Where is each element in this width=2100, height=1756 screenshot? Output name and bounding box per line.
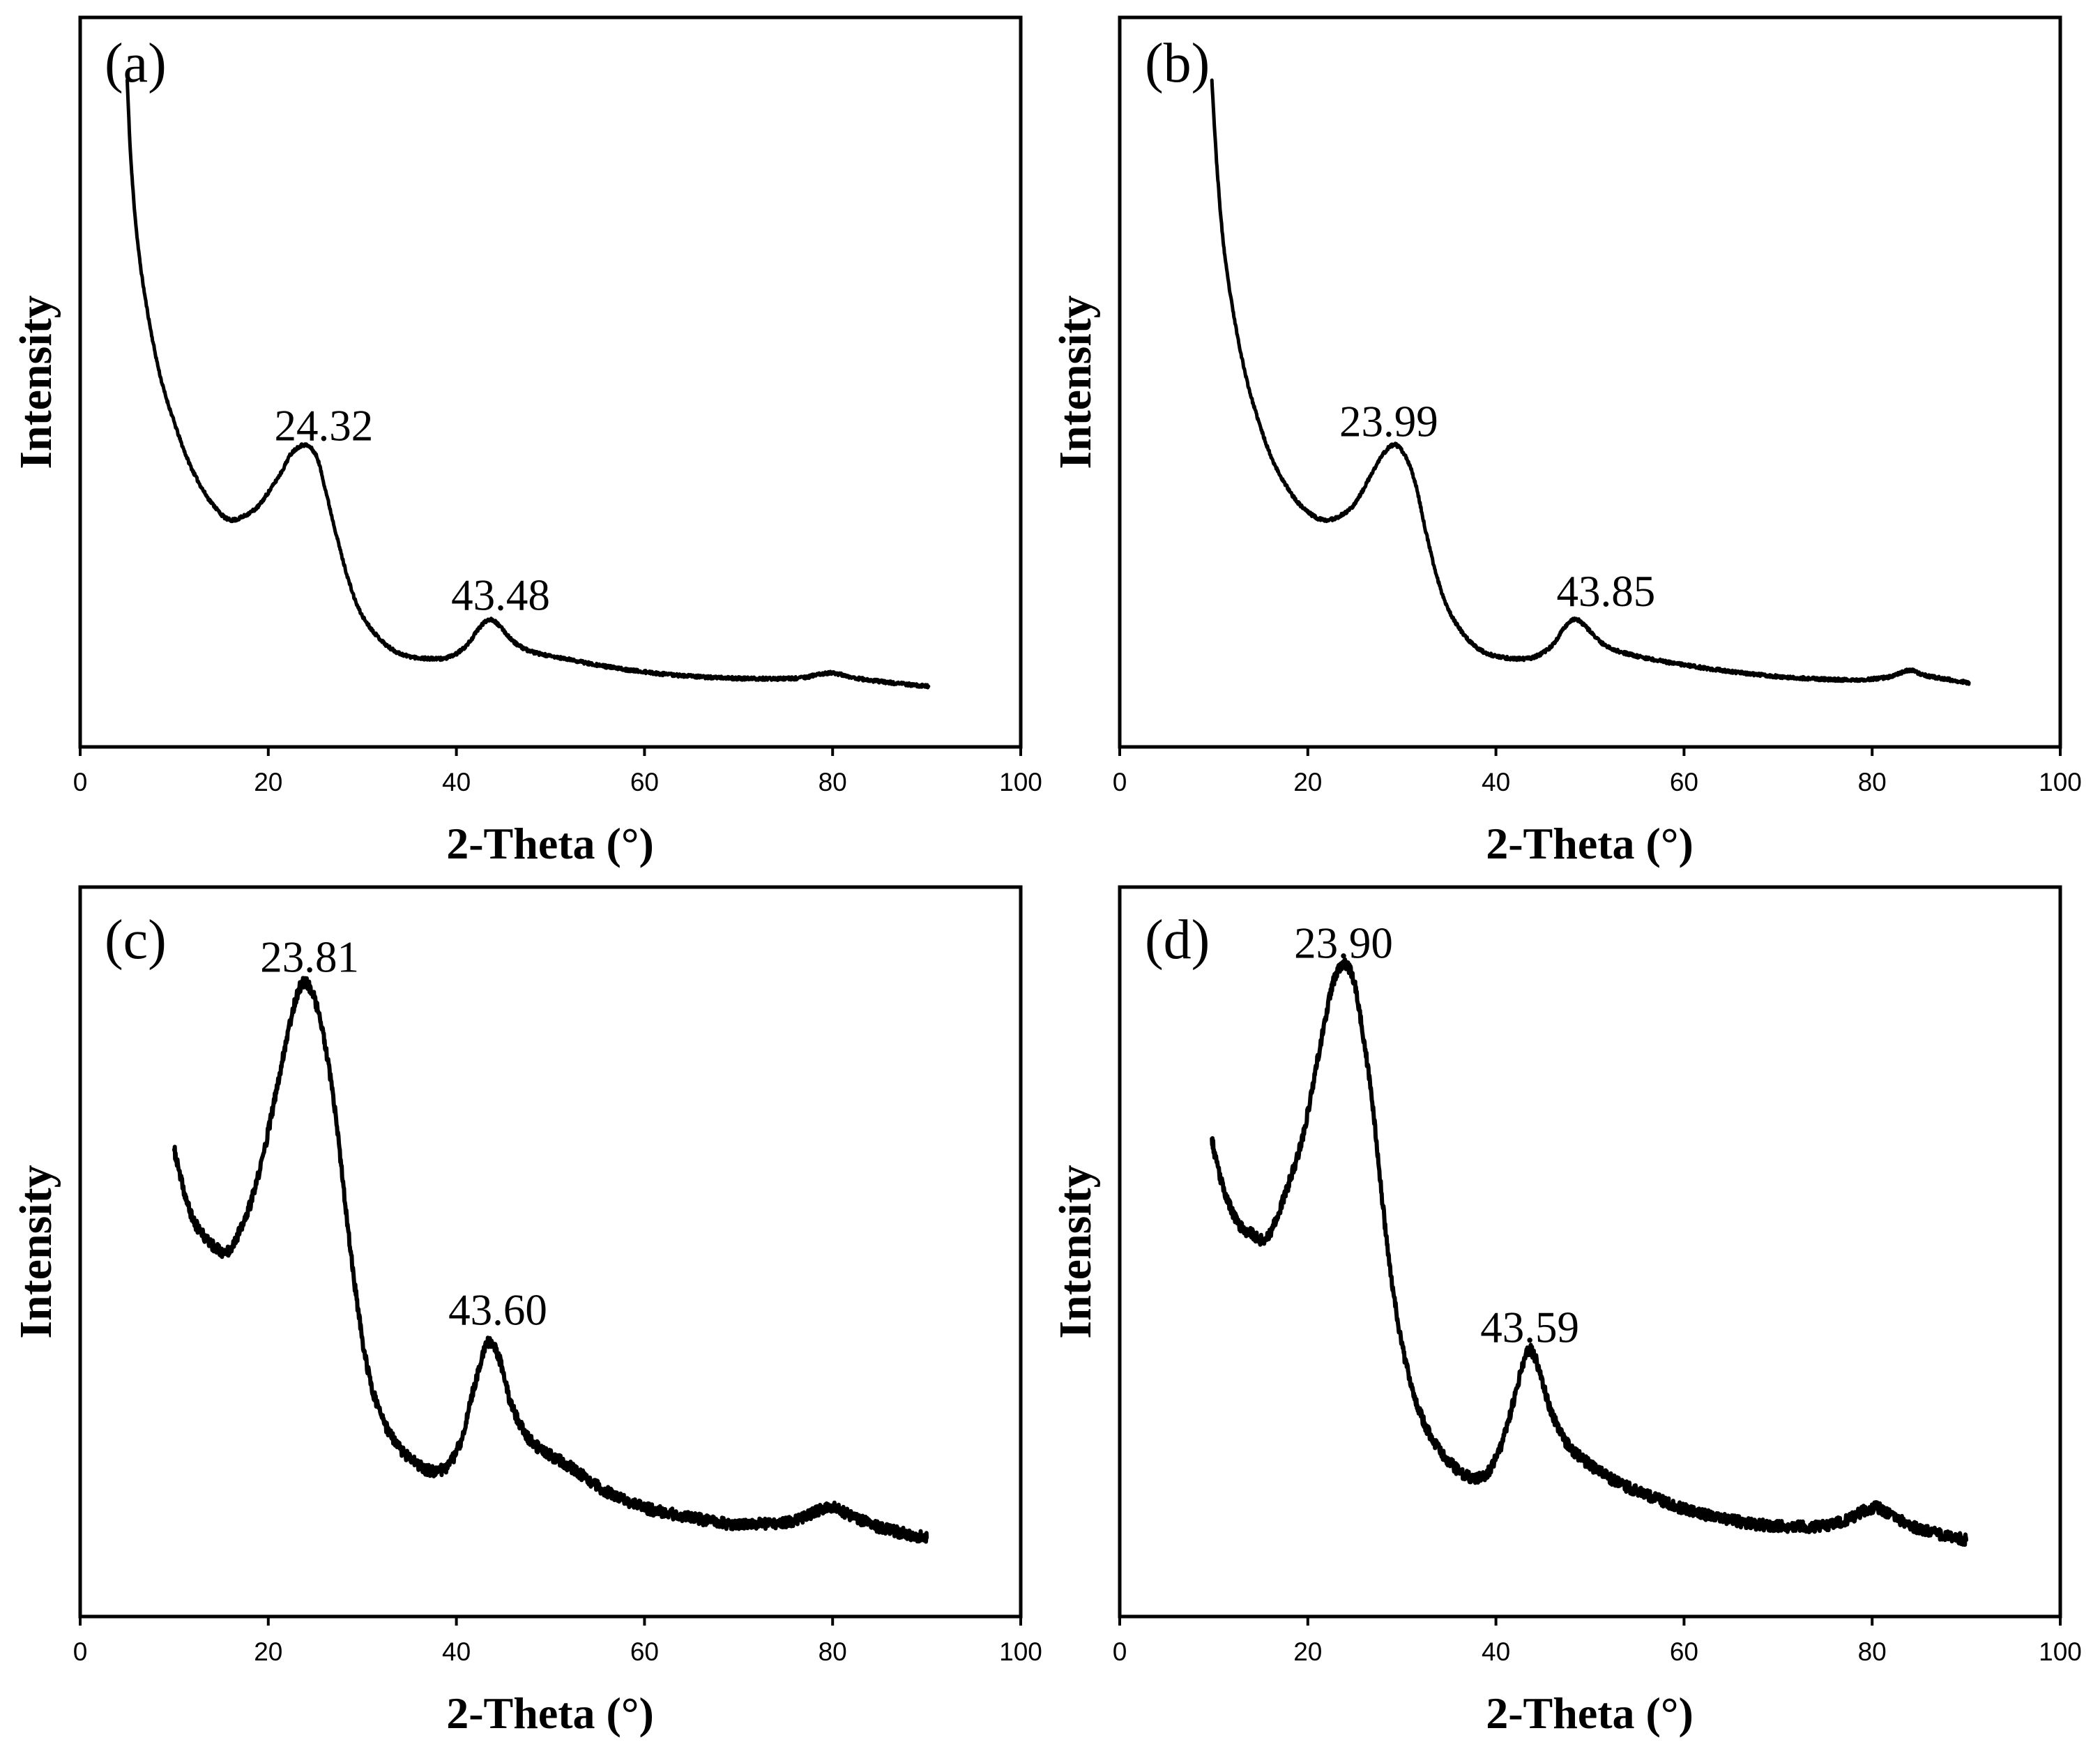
x-tick-label: 60 [630, 1637, 659, 1666]
panel-label: (c) [105, 909, 167, 971]
peak-label: 43.60 [448, 1286, 547, 1335]
x-tick-label: 20 [1293, 1637, 1322, 1666]
x-tick-label: 100 [999, 768, 1042, 796]
panel-label: (b) [1145, 33, 1210, 94]
x-tick-label: 60 [1670, 1637, 1698, 1666]
x-tick-label: 0 [73, 1637, 88, 1666]
peak-label: 24.32 [275, 402, 374, 451]
x-tick-label: 60 [630, 768, 659, 796]
x-tick-label: 40 [1482, 1637, 1510, 1666]
x-axis-label: 2-Theta (°) [446, 1688, 654, 1738]
x-tick-label: 80 [819, 768, 847, 796]
peak-annotations: 23.90 43.59 [1294, 918, 1579, 1352]
plot-frame [1118, 15, 2062, 749]
curve-layer [1210, 78, 1971, 686]
plot-frame [78, 15, 1023, 749]
x-tick-label: 40 [442, 1637, 471, 1666]
x-tick-label: 80 [819, 1637, 847, 1666]
xrd-curve [172, 976, 929, 1544]
peak-label: 23.90 [1294, 918, 1393, 967]
peak-label: 23.99 [1339, 397, 1438, 446]
x-axis-label: 2-Theta (°) [1486, 819, 1694, 868]
x-axis-label: 2-Theta (°) [1486, 1688, 1694, 1738]
panel-label: (d) [1145, 909, 1210, 971]
x-axis-ticks: 0 20 40 60 80 100 [1113, 1617, 2082, 1666]
xrd-curve [1210, 957, 1969, 1547]
x-axis-label: 2-Theta (°) [446, 819, 654, 868]
x-tick-label: 40 [442, 768, 471, 796]
peak-annotations: 24.32 43.48 [275, 402, 550, 620]
x-tick-label: 80 [1858, 768, 1887, 796]
peak-label: 23.81 [260, 932, 359, 981]
peak-annotations: 23.81 43.60 [260, 932, 547, 1334]
x-tick-label: 20 [254, 1637, 282, 1666]
xrd-curve [125, 78, 931, 690]
x-tick-label: 20 [254, 768, 282, 796]
x-tick-label: 20 [1293, 768, 1322, 796]
y-axis-label: Intensity [1050, 1165, 1101, 1338]
plot-frame [78, 885, 1023, 1619]
xrd-curve [1210, 78, 1971, 686]
x-tick-label: 100 [2039, 1637, 2082, 1666]
curve-layer [1210, 957, 1969, 1547]
x-tick-label: 0 [1113, 1637, 1127, 1666]
panel-label: (a) [105, 33, 167, 94]
y-axis-label: Intensity [10, 295, 61, 469]
peak-annotations: 23.99 43.85 [1339, 397, 1655, 616]
x-axis-ticks: 0 20 40 60 80 100 [73, 747, 1042, 796]
x-tick-label: 0 [73, 768, 88, 796]
x-axis-ticks: 0 20 40 60 80 100 [73, 1617, 1042, 1666]
y-axis-label: Intensity [10, 1165, 61, 1338]
x-axis-ticks: 0 20 40 60 80 100 [1113, 747, 2082, 796]
x-tick-label: 80 [1858, 1637, 1887, 1666]
curve-layer [125, 78, 931, 690]
x-tick-label: 0 [1113, 768, 1127, 796]
peak-label: 43.48 [451, 570, 550, 619]
curve-layer [172, 976, 929, 1544]
x-tick-label: 100 [2039, 768, 2082, 796]
plot-frame [1118, 885, 2062, 1619]
x-tick-label: 60 [1670, 768, 1698, 796]
y-axis-label: Intensity [1050, 295, 1101, 469]
x-tick-label: 40 [1482, 768, 1510, 796]
peak-label: 43.85 [1557, 567, 1656, 616]
peak-label: 43.59 [1480, 1303, 1579, 1352]
x-tick-label: 100 [999, 1637, 1042, 1666]
